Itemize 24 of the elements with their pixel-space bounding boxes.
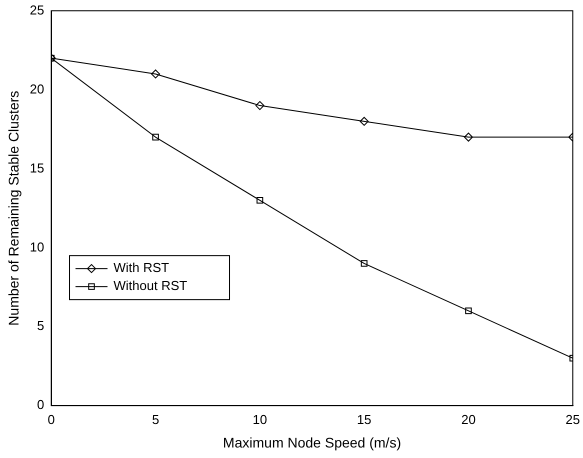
point [152,134,159,140]
x-tick-label: 10 [252,412,268,427]
point [360,260,368,267]
x-tick-label: 5 [152,412,160,427]
point [465,308,472,314]
x-tick-label: 20 [461,412,476,427]
y-tick-label: 25 [30,2,44,18]
y-axis-title: Number of Remaining Stable Clusters [5,90,22,326]
y-tick-label: 5 [37,318,44,334]
x-tick-label: 0 [48,412,55,427]
point [256,196,264,204]
y-tick-label: 15 [30,160,44,176]
y-tick-label: 0 [37,397,44,412]
y-tick-label: 10 [30,239,44,254]
legend-label: Without RST [114,278,188,294]
point [360,116,369,126]
x-axis-title: Maximum Node Speed (m/s) [222,434,402,450]
legend-label: With RST [114,260,170,276]
point [151,69,160,78]
x-tick-label: 25 [566,412,580,427]
point [255,101,264,110]
y-tick-label: 20 [30,81,44,96]
x-tick-label: 15 [356,412,372,427]
point [464,132,473,142]
